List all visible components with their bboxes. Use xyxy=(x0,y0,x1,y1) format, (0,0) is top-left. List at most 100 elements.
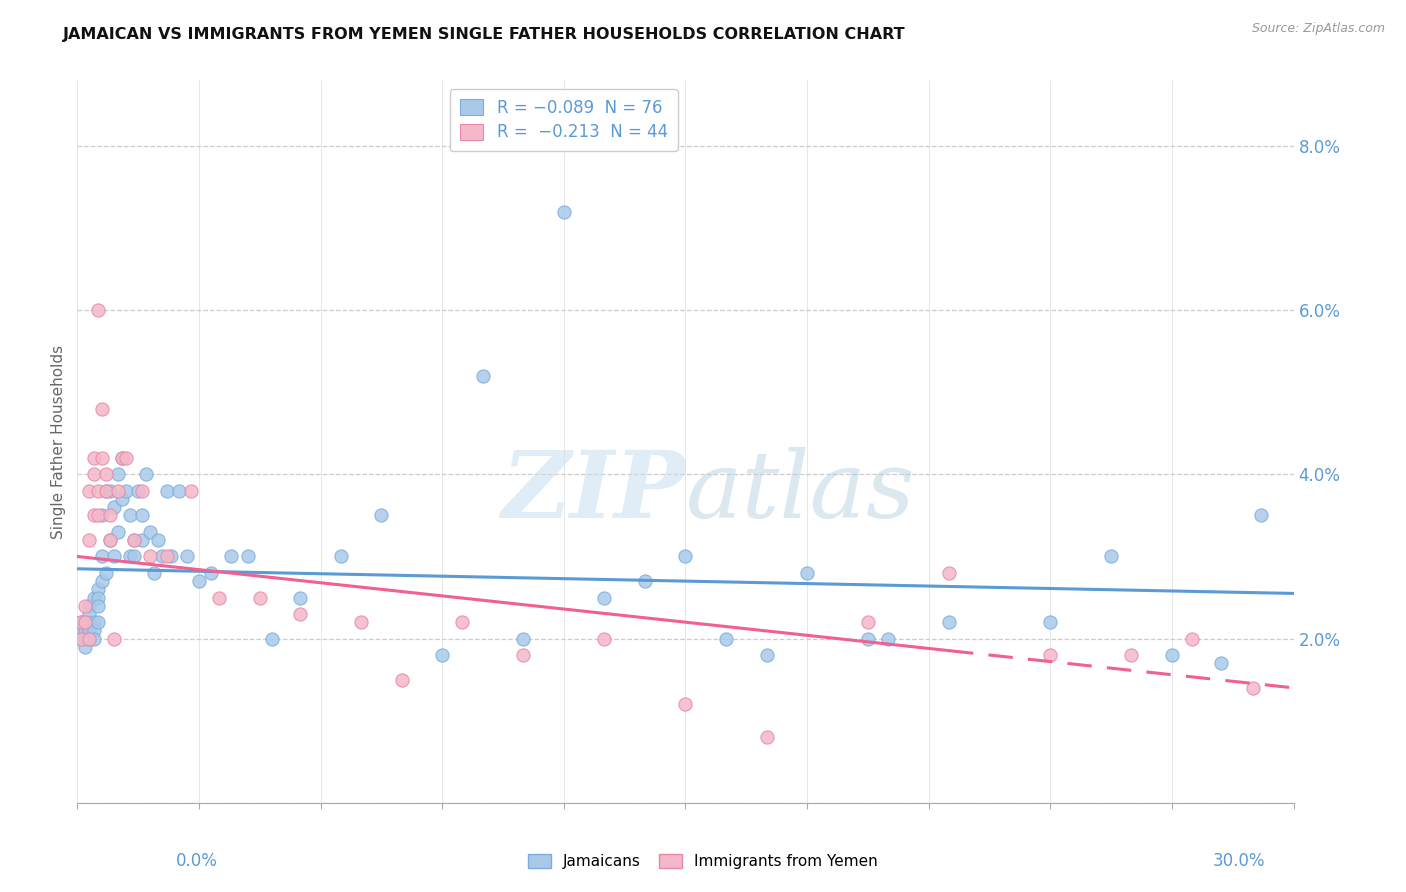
Point xyxy=(111,491,134,506)
Point xyxy=(90,574,112,588)
Point xyxy=(1039,615,1062,630)
Point xyxy=(70,632,93,646)
Point xyxy=(714,632,737,646)
Point xyxy=(90,508,112,523)
Point xyxy=(90,401,112,416)
Point xyxy=(350,615,373,630)
Point xyxy=(70,632,93,646)
Point xyxy=(79,624,101,638)
Point xyxy=(75,599,97,613)
Point xyxy=(118,549,141,564)
Point xyxy=(75,615,97,630)
Text: 0.0%: 0.0% xyxy=(176,852,218,870)
Point xyxy=(98,533,121,547)
Point xyxy=(83,591,105,605)
Point xyxy=(70,615,93,630)
Point xyxy=(139,549,162,564)
Point xyxy=(115,483,138,498)
Point xyxy=(79,483,101,498)
Point xyxy=(111,450,134,465)
Point xyxy=(236,549,259,564)
Point xyxy=(127,483,149,498)
Point xyxy=(430,648,453,662)
Point xyxy=(451,615,474,630)
Point xyxy=(122,533,145,547)
Point xyxy=(98,483,121,498)
Point xyxy=(135,467,157,482)
Point xyxy=(593,632,616,646)
Point xyxy=(94,483,117,498)
Point xyxy=(83,615,105,630)
Point xyxy=(79,533,101,547)
Point xyxy=(79,615,101,630)
Point xyxy=(471,368,494,383)
Point xyxy=(98,508,121,523)
Point xyxy=(79,632,101,646)
Point xyxy=(755,730,778,744)
Point xyxy=(75,615,97,630)
Point xyxy=(370,508,392,523)
Point xyxy=(290,607,312,621)
Point xyxy=(86,303,108,318)
Point xyxy=(86,599,108,613)
Point xyxy=(139,524,162,539)
Point xyxy=(856,615,879,630)
Point xyxy=(180,483,202,498)
Point xyxy=(675,698,697,712)
Point xyxy=(152,549,174,564)
Point xyxy=(200,566,222,580)
Point xyxy=(155,483,177,498)
Point xyxy=(755,648,778,662)
Point xyxy=(675,549,697,564)
Point xyxy=(1241,681,1264,695)
Point xyxy=(208,591,231,605)
Point xyxy=(90,549,112,564)
Point xyxy=(94,483,117,498)
Point xyxy=(122,533,145,547)
Point xyxy=(75,632,97,646)
Point xyxy=(83,467,105,482)
Point xyxy=(83,508,105,523)
Y-axis label: Single Father Households: Single Father Households xyxy=(51,344,66,539)
Point xyxy=(877,632,900,646)
Point xyxy=(86,615,108,630)
Point xyxy=(329,549,352,564)
Point xyxy=(94,566,117,580)
Point xyxy=(111,450,134,465)
Point xyxy=(938,615,960,630)
Point xyxy=(98,533,121,547)
Point xyxy=(107,467,129,482)
Point xyxy=(107,483,129,498)
Text: Source: ZipAtlas.com: Source: ZipAtlas.com xyxy=(1251,22,1385,36)
Legend: R = −0.089  N = 76, R =  −0.213  N = 44: R = −0.089 N = 76, R = −0.213 N = 44 xyxy=(450,88,678,152)
Point xyxy=(512,648,534,662)
Text: 30.0%: 30.0% xyxy=(1213,852,1265,870)
Point xyxy=(155,549,177,564)
Point xyxy=(1250,508,1272,523)
Point xyxy=(1161,648,1184,662)
Point xyxy=(107,524,129,539)
Point xyxy=(75,624,97,638)
Text: ZIP: ZIP xyxy=(501,447,686,537)
Point xyxy=(634,574,657,588)
Point xyxy=(221,549,243,564)
Point xyxy=(176,549,198,564)
Point xyxy=(94,467,117,482)
Point xyxy=(593,591,616,605)
Point xyxy=(391,673,413,687)
Point xyxy=(115,450,138,465)
Point xyxy=(118,508,141,523)
Point xyxy=(122,549,145,564)
Point xyxy=(512,632,534,646)
Point xyxy=(159,549,181,564)
Point xyxy=(553,204,575,219)
Point xyxy=(290,591,312,605)
Point xyxy=(70,624,93,638)
Point xyxy=(188,574,211,588)
Point xyxy=(143,566,166,580)
Point xyxy=(83,624,105,638)
Text: atlas: atlas xyxy=(686,447,915,537)
Point xyxy=(79,599,101,613)
Point xyxy=(131,483,153,498)
Point xyxy=(167,483,190,498)
